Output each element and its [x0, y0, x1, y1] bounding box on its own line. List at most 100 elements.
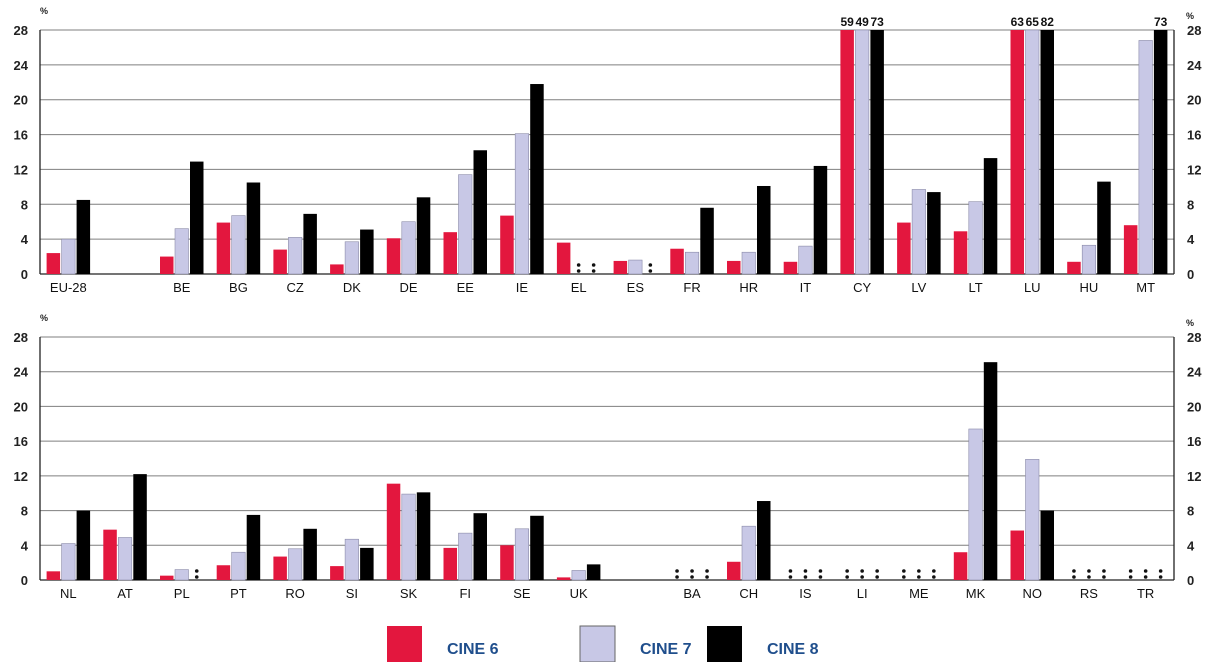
bar-cine-7 [684, 251, 700, 275]
bar-cine-6 [330, 264, 344, 274]
missing-marker [1143, 575, 1148, 579]
category-label: SE [513, 586, 531, 601]
category-label: BE [173, 280, 191, 295]
legend-label: CINE 8 [767, 641, 819, 658]
y-tick-label-left: 8 [21, 504, 28, 519]
category-label: IT [800, 280, 812, 295]
missing-marker [690, 569, 694, 573]
bar-cine-8 [76, 510, 91, 580]
missing-marker [194, 575, 199, 579]
bar-cine-6 [500, 215, 514, 274]
missing-marker [1102, 575, 1106, 579]
bar-cine-6 [46, 253, 61, 274]
y-unit-left: % [40, 6, 48, 16]
bar-cine-6 [783, 261, 798, 274]
missing-marker [591, 263, 596, 267]
bar-cine-7 [401, 221, 416, 275]
bar-cine-7 [798, 245, 813, 275]
bar-cine-6 [953, 231, 968, 274]
y-tick-label-right: 20 [1187, 93, 1201, 108]
bar-cine-7 [288, 548, 303, 581]
bar-cine-7 [401, 493, 416, 581]
missing-marker [705, 575, 709, 579]
bar-cine-8 [1097, 181, 1111, 274]
category-label: BG [229, 280, 248, 295]
y-tick-label-left: 0 [21, 573, 28, 588]
category-label: PT [230, 586, 247, 601]
bar-cine-6 [953, 552, 968, 580]
missing-marker [875, 575, 879, 579]
category-label: NL [60, 586, 77, 601]
category-label: BA [683, 586, 701, 601]
missing-marker [1158, 575, 1163, 579]
category-label: AT [117, 586, 133, 601]
chart-panel-1: 0 0 4 4 8 8 12 12 16 16 20 20 24 24 28 28% % EU-28 BE BG CZ D… [14, 6, 1203, 295]
missing-marker [845, 569, 849, 573]
bar-cine-8 [473, 513, 487, 580]
missing-marker [705, 569, 709, 573]
category-label: IE [516, 280, 529, 295]
data-label: 73 [870, 15, 884, 29]
missing-marker [690, 575, 694, 579]
category-label: ES [627, 280, 645, 295]
missing-marker [932, 569, 936, 573]
missing-marker [675, 575, 679, 579]
bar-cine-6 [273, 249, 287, 274]
y-tick-label-right: 0 [1187, 267, 1194, 282]
bar-cine-7 [968, 428, 983, 581]
bar-cine-7 [628, 259, 643, 275]
bar-cine-6 [386, 483, 401, 580]
category-label: PL [174, 586, 190, 601]
legend-swatch-cine-6 [387, 626, 422, 662]
missing-marker [875, 569, 879, 573]
missing-marker [902, 569, 906, 573]
bar-cine-8 [983, 158, 998, 274]
missing-marker [1072, 575, 1076, 579]
bar-cine-6 [160, 575, 174, 580]
chart-panels: 0 0 4 4 8 8 12 12 16 16 20 20 24 24 28 28% % EU-28 BE BG CZ D… [14, 6, 1203, 601]
bar-cine-7 [514, 528, 530, 581]
bar-cine-7 [458, 532, 473, 581]
bar-cine-6 [273, 556, 287, 580]
bar-cine-6 [216, 222, 231, 274]
missing-marker [788, 575, 793, 579]
y-tick-label-right: 0 [1187, 573, 1194, 588]
bar-cine-8 [246, 514, 261, 580]
data-label: 63 [1011, 15, 1025, 29]
legend-swatch-cine-8 [707, 626, 742, 662]
bar-cine-8 [870, 30, 884, 274]
legend-label: CINE 7 [640, 641, 692, 658]
missing-marker [648, 269, 653, 273]
y-tick-label-right: 12 [1187, 469, 1201, 484]
bar-cine-7 [1081, 244, 1096, 275]
bar-cine-8 [813, 165, 828, 274]
bar-cine-7 [174, 228, 189, 275]
y-unit-right: % [1186, 318, 1194, 328]
legend: CINE 6 CINE 7 CINE 8 [387, 625, 819, 662]
bar-cine-8 [416, 197, 431, 274]
chart-panel-2: 0 0 4 4 8 8 12 12 16 16 20 20 24 24 28 28% % NL AT PL PT RO SI… [14, 313, 1203, 601]
missing-marker [860, 569, 864, 573]
bar-cine-6 [727, 260, 741, 274]
y-tick-label-right: 12 [1187, 162, 1201, 177]
bar-cine-7 [1025, 459, 1040, 581]
bar-cine-8 [700, 207, 714, 274]
data-label: 59 [840, 15, 854, 29]
bar-cine-6 [443, 547, 457, 580]
bar-cine-7 [458, 174, 473, 275]
bar-cine-6 [613, 260, 628, 274]
y-tick-label-right: 28 [1187, 330, 1201, 345]
y-tick-label-right: 16 [1187, 128, 1201, 143]
y-tick-label-right: 8 [1187, 504, 1194, 519]
category-label: HU [1080, 280, 1099, 295]
y-tick-label-left: 20 [14, 93, 28, 108]
missing-marker [860, 575, 864, 579]
category-label: EU-28 [50, 280, 87, 295]
missing-marker [917, 575, 921, 579]
data-label: 49 [855, 15, 869, 29]
category-label: HR [739, 280, 758, 295]
category-label: RS [1080, 586, 1098, 601]
category-label: CH [739, 586, 758, 601]
data-label: 73 [1154, 15, 1168, 29]
